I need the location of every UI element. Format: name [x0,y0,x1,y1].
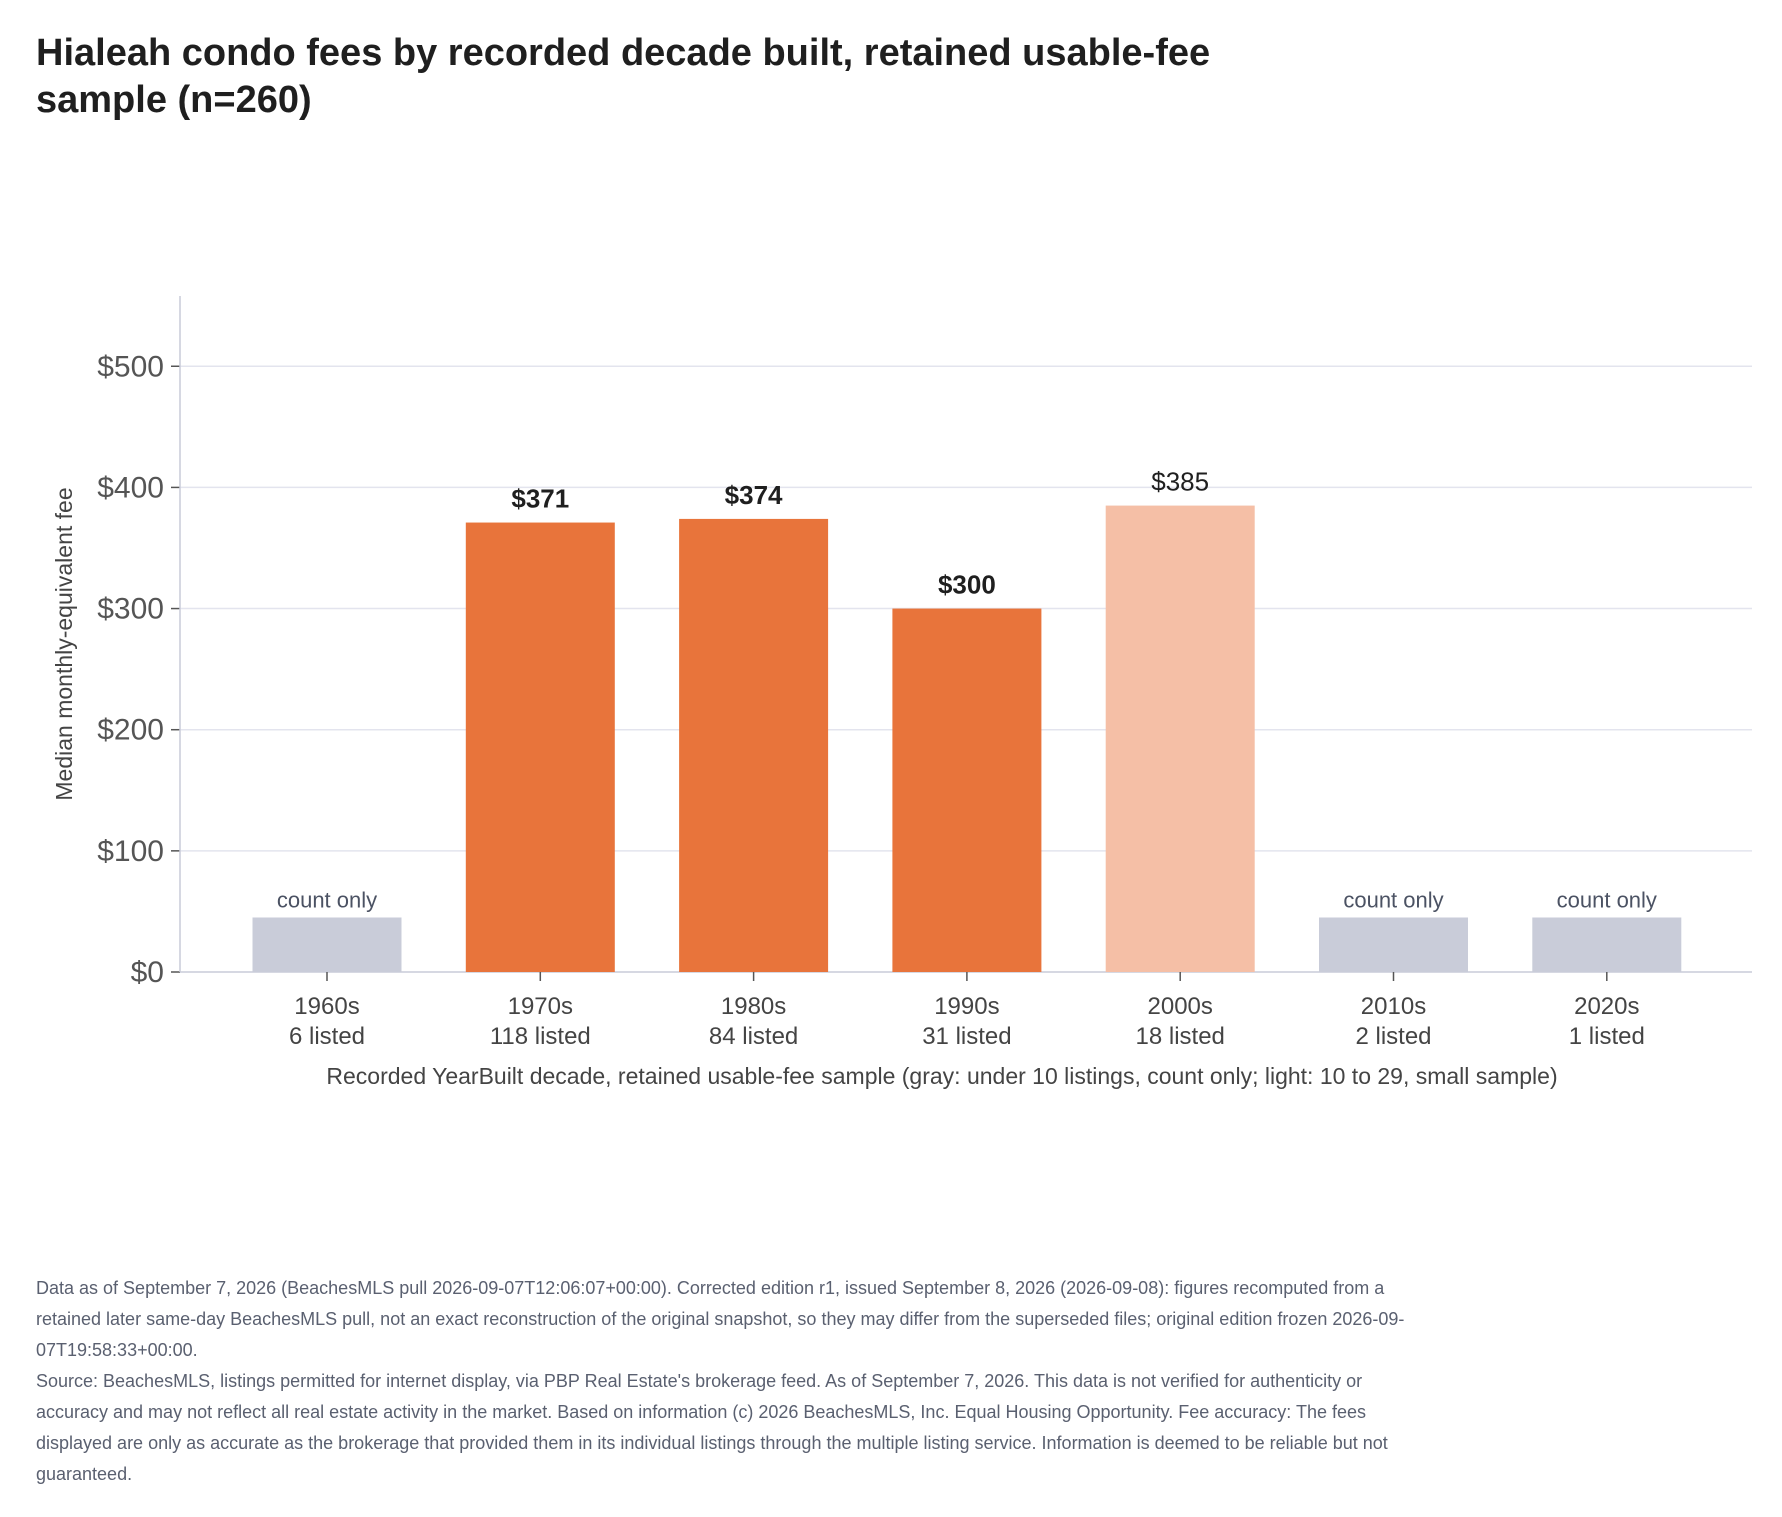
value-label: $300 [938,570,996,600]
bar-1970s [465,522,615,972]
x-axis-title: Recorded YearBuilt decade, retained usab… [326,1063,1557,1089]
x-tick-label: 1990s [934,993,999,1020]
x-tick-label: 2010s [1361,993,1426,1020]
bar-1980s [679,518,829,972]
x-tick-label: 1960s [294,993,359,1020]
y-tick-label: $0 [131,956,164,989]
value-label: count only [1343,887,1443,912]
y-tick-label: $100 [97,835,164,868]
x-tick-label: 1980s [721,993,786,1020]
x-count-label: 2 listed [1355,1023,1431,1050]
value-label: count only [277,887,377,912]
x-count-label: 118 listed [490,1023,591,1050]
chart-title: Hialeah condo fees by recorded decade bu… [36,32,1211,121]
bar-1990s [892,608,1042,972]
value-label: $385 [1151,467,1209,497]
y-axis-title: Median monthly-equivalent fee [51,487,77,800]
x-count-label: 31 listed [922,1023,1011,1050]
x-count-label: 84 listed [709,1023,798,1050]
bar-chart: $0 $100 $200 $300 $400 $500 count only 1960s 6 l… [51,296,1752,1089]
x-count-label: 18 listed [1136,1023,1225,1050]
x-count-label: 1 listed [1569,1023,1645,1050]
bar-1960s [252,917,402,972]
value-label: count only [1557,887,1657,912]
x-tick-label: 2000s [1148,993,1213,1020]
y-tick-label: $300 [97,593,164,626]
y-tick-label: $400 [97,471,164,504]
x-tick-label: 1970s [508,993,573,1020]
x-count-label: 6 listed [289,1023,365,1050]
bar-2010s [1319,917,1468,972]
value-label: $374 [725,480,783,510]
chart-footnote: Data as of September 7, 2026 (BeachesMLS… [36,1273,1406,1490]
bar-2000s [1105,505,1255,972]
value-label: $371 [511,484,569,514]
y-tick-label: $200 [97,714,164,747]
x-tick-label: 2020s [1574,993,1639,1020]
y-tick-label: $500 [97,350,164,383]
bar-2020s [1532,917,1682,972]
edition-note: Data as of September 7, 2026 (BeachesMLS… [36,1278,1405,1360]
source-note: Source: BeachesMLS, listings permitted f… [36,1371,1388,1484]
